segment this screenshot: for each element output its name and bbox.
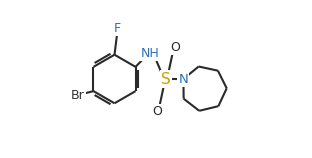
Text: O: O <box>152 105 162 118</box>
Text: NH: NH <box>140 47 159 61</box>
Text: O: O <box>171 41 181 54</box>
Text: S: S <box>161 72 171 86</box>
Text: N: N <box>178 73 188 85</box>
Text: Br: Br <box>71 89 85 102</box>
Text: F: F <box>114 22 121 35</box>
